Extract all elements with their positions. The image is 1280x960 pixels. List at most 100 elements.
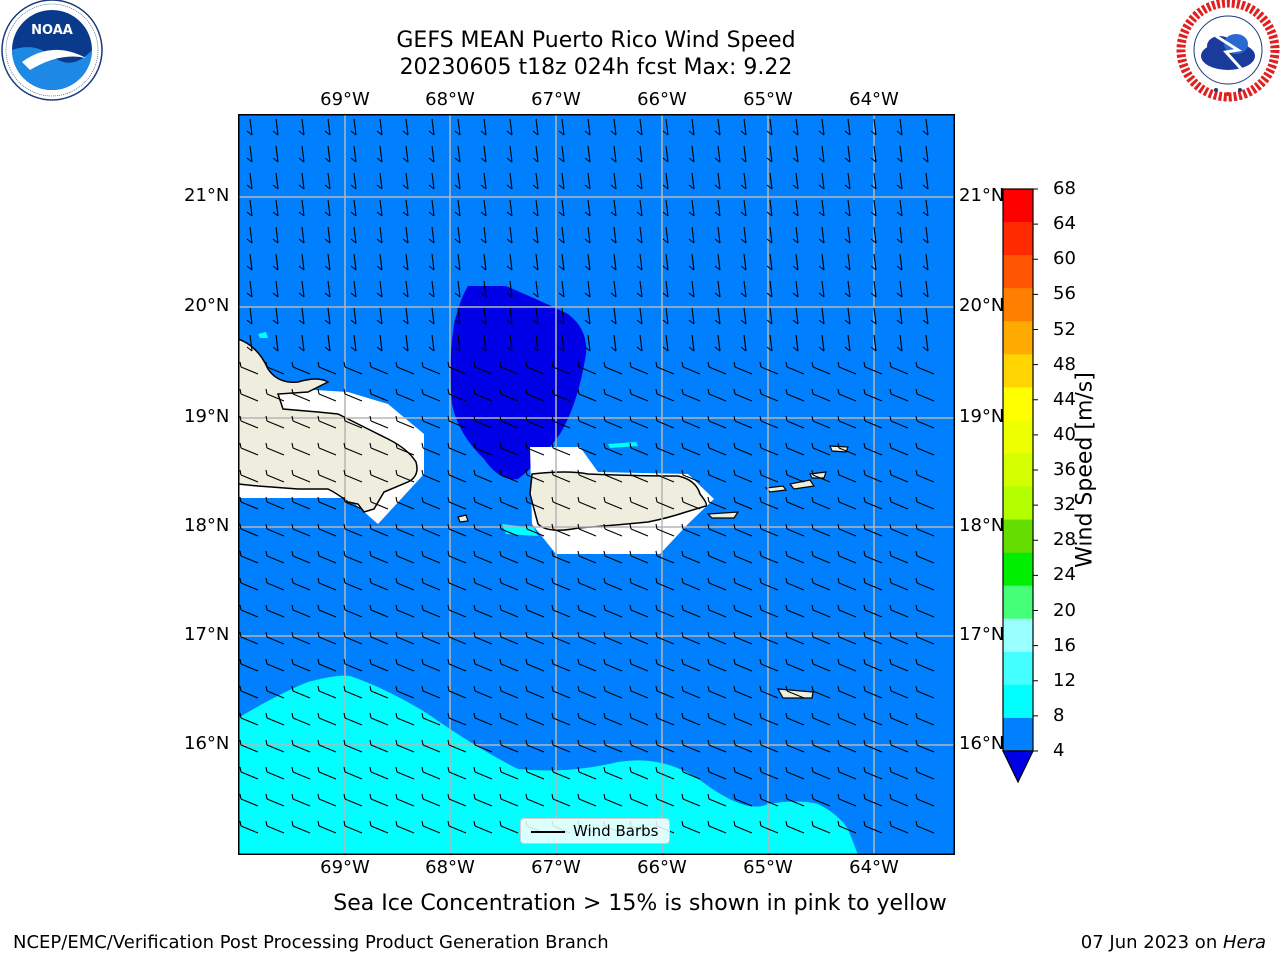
wind-barb	[454, 280, 461, 298]
wind-barb	[766, 199, 773, 217]
wind-barb	[376, 118, 383, 136]
colorbar-tick-label: 8	[1053, 704, 1065, 726]
wind-barb	[369, 388, 389, 402]
wind-barb	[889, 793, 909, 807]
wind-barb	[317, 820, 337, 834]
wind-barb	[707, 712, 727, 726]
wind-barb	[376, 172, 383, 190]
wind-barb	[629, 523, 649, 537]
wind-barb	[551, 685, 571, 699]
wind-barb	[577, 604, 597, 618]
wind-barb	[291, 712, 311, 726]
wind-barb	[395, 739, 415, 753]
wind-barb	[681, 361, 701, 375]
wind-barb	[785, 658, 805, 672]
wind-barb	[265, 658, 285, 672]
sea-ice-note: Sea Ice Concentration > 15% is shown in …	[333, 891, 947, 916]
wind-barb	[889, 550, 909, 564]
latitude-label-right: 19°N	[959, 406, 1005, 427]
wind-barb	[473, 820, 493, 834]
wind-barb	[792, 199, 799, 217]
wind-barb	[740, 199, 747, 217]
wind-barb	[402, 334, 409, 352]
colorbar-segment	[1003, 486, 1033, 521]
wind-barb	[584, 280, 591, 298]
wind-barb	[291, 658, 311, 672]
wind-barb	[733, 577, 753, 591]
colorbar-tick-label: 28	[1053, 529, 1076, 551]
wind-barb	[681, 550, 701, 564]
wind-barb	[317, 766, 337, 780]
wind-barb	[499, 631, 519, 645]
wind-barb	[818, 172, 825, 190]
wind-barb	[707, 820, 727, 834]
wind-barb	[785, 496, 805, 510]
wind-barb	[863, 604, 883, 618]
wind-barb	[369, 685, 389, 699]
wind-barb	[317, 739, 337, 753]
wind-barb	[480, 145, 487, 163]
st-croix-island	[776, 688, 814, 699]
wind-barb	[837, 766, 857, 780]
wind-barb	[343, 712, 363, 726]
wind-barb	[343, 550, 363, 564]
wind-barb	[239, 496, 259, 510]
wind-barb	[792, 226, 799, 244]
wind-barb	[473, 739, 493, 753]
wind-barb	[447, 820, 467, 834]
wind-barb	[239, 523, 259, 537]
wind-barb	[896, 280, 903, 298]
wind-barb	[707, 442, 727, 456]
wind-barb	[317, 604, 337, 618]
wind-barb	[317, 685, 337, 699]
wind-barb	[291, 739, 311, 753]
wind-barb	[499, 658, 519, 672]
wind-barb	[246, 334, 253, 352]
wind-barb	[610, 334, 617, 352]
wind-barb	[350, 118, 357, 136]
wind-barb	[395, 820, 415, 834]
wind-barb	[915, 442, 935, 456]
wind-barb	[766, 172, 773, 190]
wind-barb	[265, 523, 285, 537]
wind-barb	[291, 388, 311, 402]
latitude-label-left: 21°N	[184, 185, 230, 206]
wind-barb	[844, 253, 851, 271]
wind-barb	[688, 253, 695, 271]
wind-barb	[265, 550, 285, 564]
wind-barb	[915, 658, 935, 672]
wind-barb	[603, 523, 623, 537]
wind-barb	[395, 523, 415, 537]
latitude-label-left: 19°N	[184, 406, 230, 427]
colorbar-segment	[1003, 354, 1033, 388]
wind-barb	[740, 280, 747, 298]
wind-barb	[428, 145, 435, 163]
wind-barb	[298, 280, 305, 298]
colorbar-tick-label: 4	[1053, 740, 1065, 761]
wind-barb	[369, 442, 389, 456]
wind-barb	[603, 766, 623, 780]
wind-barb	[714, 118, 721, 136]
longitude-label-top: 69°W	[320, 89, 370, 110]
wind-barb	[759, 604, 779, 618]
wind-barb	[421, 550, 441, 564]
wind-barb	[837, 550, 857, 564]
wind-barb	[272, 118, 279, 136]
wind-barb	[766, 145, 773, 163]
wind-barb	[681, 577, 701, 591]
wind-barb	[265, 766, 285, 780]
wind-barb	[603, 496, 623, 510]
wind-barb	[324, 145, 331, 163]
wind-barb	[785, 415, 805, 429]
wind-barb	[733, 739, 753, 753]
map-title: GEFS MEAN Puerto Rico Wind Speed	[396, 28, 796, 53]
wind-barb	[889, 442, 909, 456]
wind-barb	[915, 388, 935, 402]
wind-barb	[298, 307, 305, 325]
wind-barb	[239, 550, 259, 564]
wind-barb	[785, 361, 805, 375]
wind-barb	[714, 253, 721, 271]
wind-barb	[532, 307, 539, 325]
wind-barb	[291, 550, 311, 564]
wind-barb	[688, 172, 695, 190]
